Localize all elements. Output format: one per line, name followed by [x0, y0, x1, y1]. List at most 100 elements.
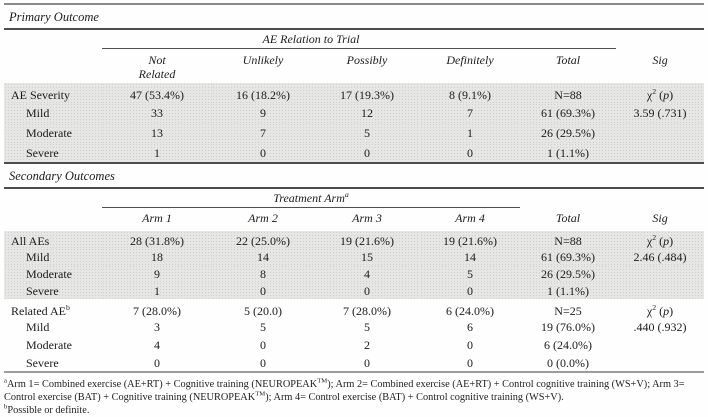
table-cell: 2: [364, 338, 370, 352]
table-cell: 18: [102, 248, 212, 265]
table-cell: 1: [102, 282, 212, 299]
table-cell: 13: [102, 123, 212, 143]
table-cell: 0: [364, 355, 370, 370]
table-row: AE Severity 47 (53.4%) 16 (18.2%) 17 (19.3%…: [4, 83, 705, 103]
col-header-arm1: Arm 1: [142, 211, 172, 225]
table-cell: 5: [260, 320, 266, 334]
table-row: Primary Outcome: [4, 4, 705, 30]
table-row: Arm 1 Arm 2 Arm 3 Arm 4 Total Sig: [4, 208, 704, 232]
table-cell: 5 (20.0): [244, 304, 282, 318]
table-cell: 5: [364, 320, 370, 334]
col-header-definitely: Definitely: [446, 53, 494, 67]
table-cell: 5: [314, 123, 420, 143]
row-label: Moderate: [26, 338, 72, 352]
table-row: Severe 1 0 0 0 1 (1.1%): [4, 143, 705, 163]
row-label: Mild: [4, 103, 102, 123]
table-cell: [616, 336, 704, 354]
row-label: Mild: [26, 320, 50, 334]
table-row: Mild 18 14 15 14 61 (69.3%) 2.46 (.484): [4, 248, 705, 265]
table-cell: 19 (21.6%): [314, 231, 420, 248]
spacer-cell: [4, 49, 102, 84]
table-cell: 5: [420, 265, 520, 282]
table-cell: 0: [467, 338, 473, 352]
spacer-cell: [4, 29, 102, 49]
table-cell: [616, 265, 705, 282]
footnotes: aArm 1= Combined exercise (AE+RT) + Cogn…: [4, 378, 704, 417]
primary-data-rows: AE Severity 47 (53.4%) 16 (18.2%) 17 (19.3%…: [4, 83, 705, 163]
secondary-section-head: Secondary Outcomes Treatment Arma Arm 1 …: [4, 162, 705, 232]
table-cell: 1: [102, 143, 212, 163]
table-cell: 0: [154, 355, 160, 370]
table-cell: 26 (29.5%): [520, 123, 616, 143]
table-cell: 6 (24.0%): [446, 304, 494, 318]
col-header-unlikely: Unlikely: [242, 53, 284, 67]
spacer-cell: [520, 188, 616, 208]
table-cell: 19 (21.6%): [420, 231, 520, 248]
col-header-arm3: Arm 3: [352, 211, 382, 225]
row-label: Severe: [4, 143, 102, 163]
col-header-total: Total: [555, 210, 581, 225]
table-cell: 22 (25.0%): [212, 231, 314, 248]
col-header-not-related: Not Related: [102, 49, 212, 84]
col-header-possibly: Possibly: [346, 53, 388, 67]
table-cell: [616, 354, 704, 372]
spanner-rule-extension: [520, 29, 616, 49]
table-row: Moderate 4 0 2 0 6 (24.0%): [4, 336, 704, 354]
table-cell: χ2 (p): [646, 303, 674, 318]
col-header-sig: Sig: [652, 52, 668, 67]
table-cell: 28 (31.8%): [102, 231, 212, 248]
footnote-b: bPossible or definite.: [4, 403, 90, 416]
related-ae-data-rows: Related AEb 7 (28.0%) 5 (20.0) 7 (28.0%) 6 (…: [4, 299, 704, 372]
table-cell: [616, 143, 705, 163]
table-cell: 0: [314, 143, 420, 163]
secondary-section-title: Secondary Outcomes: [4, 162, 705, 189]
table-row: Moderate 13 7 5 1 26 (29.5%): [4, 123, 705, 143]
table-cell: 2.46 (.484): [616, 248, 705, 265]
table-cell: 3.59 (.731): [616, 103, 705, 123]
table-cell: 7 (28.0%): [133, 304, 181, 318]
table-cell: 1: [420, 123, 520, 143]
table-cell: 0: [467, 355, 473, 370]
table-cell: 33: [102, 103, 212, 123]
table-cell: .440 (.932): [633, 320, 687, 334]
table-cell: 0: [420, 282, 520, 299]
table-cell: 7: [212, 123, 314, 143]
col-header-arm2: Arm 2: [248, 211, 278, 225]
table-cell: [616, 123, 705, 143]
table-row: AE Relation to Trial: [4, 29, 704, 49]
row-label: All AEs: [4, 231, 102, 248]
all-aes-data-rows: All AEs 28 (31.8%) 22 (25.0%) 19 (21.6%) 19 …: [4, 231, 705, 299]
table-cell: 19 (76.0%): [541, 320, 595, 334]
table-cell: χ2 (p): [616, 231, 705, 248]
table-cell: 61 (69.3%): [520, 248, 616, 265]
table-row: Moderate 9 8 4 5 26 (29.5%): [4, 265, 705, 282]
table-cell: 8 (9.1%): [420, 83, 520, 103]
table-cell: 14: [420, 248, 520, 265]
row-label: Related AEb: [11, 303, 70, 318]
table-cell: 1 (1.1%): [520, 143, 616, 163]
table-cell: 4: [154, 338, 160, 352]
row-label: Mild: [4, 248, 102, 265]
table-cell: 4: [314, 265, 420, 282]
table-cell: 15: [314, 248, 420, 265]
table-row: All AEs 28 (31.8%) 22 (25.0%) 19 (21.6%) 19 …: [4, 231, 705, 248]
table-cell: 9: [102, 265, 212, 282]
col-header-total: Total: [555, 53, 581, 67]
table-cell: 12: [314, 103, 420, 123]
row-label: Severe: [26, 355, 59, 370]
col-header-arm4: Arm 4: [455, 211, 485, 225]
primary-section-title: Primary Outcome: [4, 4, 705, 30]
primary-section-head: Primary Outcome AE Relation to Trial Not…: [4, 4, 705, 84]
spacer-cell: [4, 208, 102, 232]
table-cell: 47 (53.4%): [102, 83, 212, 103]
table-row: Secondary Outcomes: [4, 162, 705, 189]
spacer-cell: [4, 188, 102, 208]
primary-spanner-label: AE Relation to Trial: [102, 29, 520, 49]
table-cell: 8: [212, 265, 314, 282]
table-cell: 0 (0.0%): [547, 355, 589, 370]
footnote-a: aArm 1= Combined exercise (AE+RT) + Cogn…: [4, 377, 685, 403]
spacer-cell: [616, 29, 704, 49]
table-cell: 6: [467, 320, 473, 334]
table-cell: N=25: [554, 304, 582, 318]
